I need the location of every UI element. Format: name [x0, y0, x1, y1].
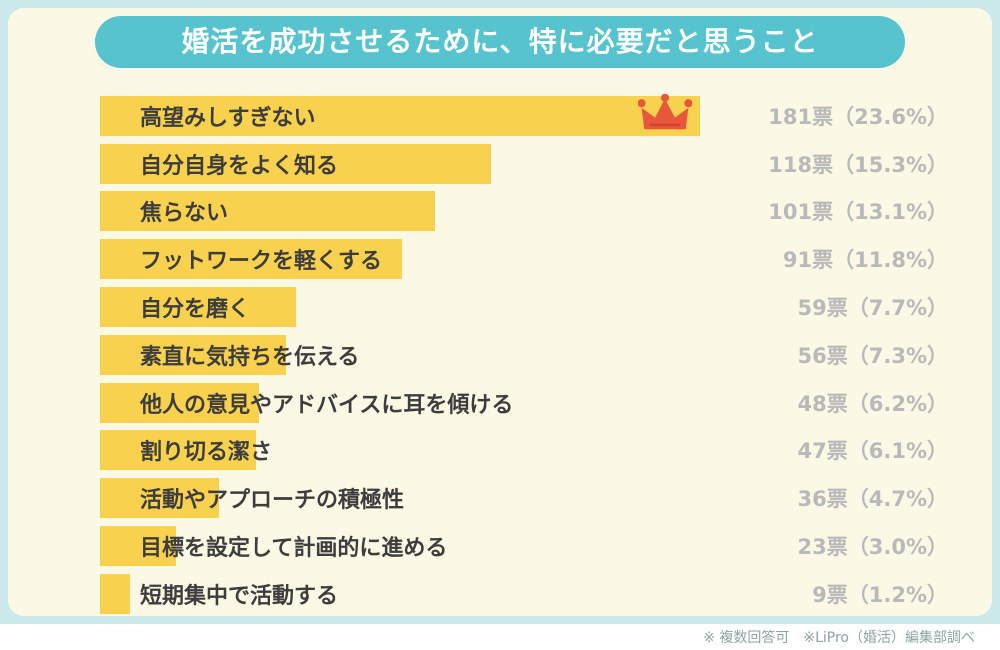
chart-row: 他人の意見やアドバイスに耳を傾ける 48票（6.2%）: [100, 379, 948, 427]
bar: [100, 239, 402, 280]
bar-label: 自分を磨く: [140, 297, 251, 323]
bar-area: 短期集中で活動する: [100, 573, 708, 614]
chart-row: 自分を磨く 59票（7.7%）: [100, 283, 948, 331]
bar-label: フットワークを軽くする: [140, 249, 383, 275]
chart-row: 割り切る潔さ 47票（6.1%）: [100, 427, 948, 475]
crown-icon: [637, 93, 693, 135]
bar-label: 素直に気持ちを伝える: [140, 344, 360, 370]
value-label: 9票（1.2%）: [812, 582, 948, 607]
bar-label: 焦らない: [140, 201, 229, 227]
chart-row: 短期集中で活動する 9票（1.2%）: [100, 570, 948, 618]
bar-label: 目標を設定して計画的に進める: [140, 536, 448, 562]
bar: [100, 143, 491, 184]
chart-row: フットワークを軽くする 91票（11.8%）: [100, 235, 948, 283]
bar: [100, 573, 130, 614]
bar-label: 自分自身をよく知る: [140, 153, 339, 179]
bar-area: フットワークを軽くする: [100, 239, 708, 280]
bar: [100, 526, 176, 567]
bar-label: 高望みしすぎない: [140, 105, 316, 131]
bar: [100, 478, 219, 519]
chart-title: 婚活を成功させるために、特に必要だと思うこと: [95, 16, 905, 68]
bar: [100, 191, 435, 232]
bar-area: 自分自身をよく知る: [100, 143, 708, 184]
chart-row: 目標を設定して計画的に進める 23票（3.0%）: [100, 522, 948, 570]
value-label: 23票（3.0%）: [797, 535, 948, 560]
bar: [100, 93, 700, 136]
chart-row: 活動やアプローチの積極性 36票（4.7%）: [100, 474, 948, 522]
bar-area: 焦らない: [100, 191, 708, 232]
bar-area: 割り切る潔さ: [100, 430, 708, 471]
bar-area: 目標を設定して計画的に進める: [100, 526, 708, 567]
bar-area: 素直に気持ちを伝える: [100, 334, 708, 375]
value-label: 56票（7.3%）: [797, 343, 948, 368]
value-label: 181票（23.6%）: [768, 104, 948, 129]
bar-area: 自分を磨く: [100, 287, 708, 328]
bar-area: 高望みしすぎない: [100, 93, 708, 136]
bar-area: 活動やアプローチの積極性: [100, 478, 708, 519]
value-label: 48票（6.2%）: [797, 391, 948, 416]
bar: [100, 334, 286, 375]
chart-rows: 高望みしすぎない 181票（23.6%） 自分自身をよく知る 118票（15.3%） 焦…: [100, 92, 948, 618]
chart-row: 焦らない 101票（13.1%）: [100, 188, 948, 236]
value-label: 91票（11.8%）: [782, 248, 948, 273]
value-label: 47票（6.1%）: [797, 439, 948, 464]
bar: [100, 287, 296, 328]
bar-label: 短期集中で活動する: [140, 583, 339, 609]
bar: [100, 430, 256, 471]
chart-row: 高望みしすぎない 181票（23.6%）: [100, 92, 948, 140]
source-note: ※ 複数回答可 ※LiPro（婚活）編集部調べ: [703, 630, 975, 646]
chart-row: 自分自身をよく知る 118票（15.3%）: [100, 140, 948, 188]
chart-row: 素直に気持ちを伝える 56票（7.3%）: [100, 331, 948, 379]
bar-label: 割り切る潔さ: [140, 440, 273, 466]
bar-label: 他人の意見やアドバイスに耳を傾ける: [140, 392, 514, 418]
bar-area: 他人の意見やアドバイスに耳を傾ける: [100, 382, 708, 423]
value-label: 118票（15.3%）: [768, 152, 948, 177]
bar-label: 活動やアプローチの積極性: [140, 488, 405, 514]
bar: [100, 382, 259, 423]
value-label: 59票（7.7%）: [797, 296, 948, 321]
value-label: 101票（13.1%）: [768, 200, 948, 225]
value-label: 36票（4.7%）: [797, 487, 948, 512]
